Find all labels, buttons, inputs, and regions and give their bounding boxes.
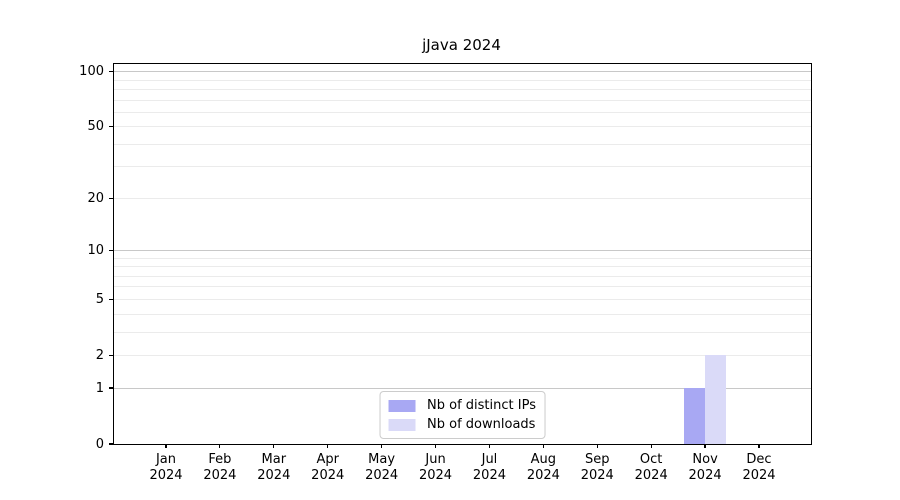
gridline-minor <box>114 111 811 113</box>
gridline-minor <box>114 266 811 268</box>
y-axis-tick-label: 1 <box>95 380 104 396</box>
gridline <box>114 126 811 128</box>
x-axis-tick-label: Feb 2024 <box>203 452 237 483</box>
x-axis-tick-label: Aug 2024 <box>526 452 560 483</box>
x-axis-tick-label: Jun 2024 <box>418 452 453 483</box>
y-axis-tick-label: 50 <box>87 119 104 135</box>
gridline-minor <box>114 88 811 90</box>
gridline-minor <box>114 143 811 145</box>
y-axis-tick-mark <box>109 387 113 389</box>
gridline <box>114 354 811 356</box>
x-axis-tick-label: Oct 2024 <box>634 452 668 483</box>
gridline-minor <box>114 275 811 277</box>
x-axis-tick-mark <box>542 444 544 448</box>
x-axis-tick-mark <box>758 444 760 448</box>
gridline-minor <box>114 313 811 315</box>
y-axis-tick-mark <box>109 354 113 356</box>
gridline-minor <box>114 286 811 288</box>
gridline-minor <box>114 79 811 81</box>
y-axis-tick-mark <box>109 249 113 252</box>
legend-item-downloads: Nb of downloads <box>388 417 536 432</box>
gridline <box>114 71 811 73</box>
gridline <box>114 250 811 252</box>
legend-item-distinct-ips: Nb of distinct IPs <box>388 398 536 413</box>
plot-area: 0 1 2 5 10 20 50 100 Jan 2024 Feb 2024 Mar 2024 Apr… <box>79 63 812 483</box>
bar-downloads <box>705 355 727 444</box>
gridline <box>114 197 811 199</box>
y-axis-tick-mark <box>109 298 113 300</box>
bar-distinct-ips <box>684 388 706 444</box>
gridline <box>114 387 811 389</box>
x-axis-tick-label: Sep 2024 <box>580 452 614 483</box>
x-axis-tick-mark <box>488 444 491 448</box>
x-axis-tick-label: Mar 2024 <box>257 452 291 483</box>
legend-label-distinct-ips: Nb of distinct IPs <box>427 398 536 413</box>
legend-swatch-distinct-ips <box>388 399 416 412</box>
x-axis-tick-label: Jan 2024 <box>149 452 183 483</box>
x-axis-tick-mark <box>273 444 275 448</box>
legend-swatch-downloads <box>388 418 416 431</box>
gridline <box>114 298 811 300</box>
legend-label-downloads: Nb of downloads <box>427 417 536 432</box>
x-axis-tick-label: Dec 2024 <box>742 452 776 483</box>
x-axis-tick-mark <box>704 444 706 448</box>
x-axis-tick-mark <box>596 444 598 448</box>
y-axis-tick-mark <box>109 443 113 445</box>
x-axis-tick-label: Nov 2024 <box>688 452 722 483</box>
x-axis-tick-mark <box>327 444 329 448</box>
x-axis-tick-label: Jul 2024 <box>472 452 506 483</box>
gridline-minor <box>114 99 811 101</box>
x-axis-tick-mark <box>219 444 221 448</box>
y-axis-tick-label: 10 <box>87 243 104 259</box>
y-axis-tick-mark <box>109 126 113 128</box>
x-axis-tick-mark <box>650 444 652 448</box>
x-axis-tick-mark <box>165 444 167 448</box>
x-axis-tick-mark <box>381 444 383 448</box>
legend: Nb of distinct IPs Nb of downloads <box>379 391 546 439</box>
x-axis-tick-label: Apr 2024 <box>311 452 345 483</box>
y-axis-tick-label: 20 <box>87 190 104 206</box>
y-axis-tick-label: 100 <box>79 64 104 80</box>
gridline-minor <box>114 257 811 259</box>
y-axis-tick-label: 2 <box>95 347 104 363</box>
chart-title: jJava 2024 <box>422 36 501 54</box>
gridline-minor <box>114 331 811 333</box>
gridline-minor <box>114 166 811 168</box>
y-axis-tick-mark <box>109 197 113 199</box>
y-axis-tick-label: 0 <box>95 436 104 452</box>
x-axis-tick-mark <box>434 444 437 448</box>
y-axis-tick-label: 5 <box>95 291 104 307</box>
x-axis-tick-label: May 2024 <box>365 452 399 483</box>
y-axis-tick-mark <box>109 71 113 73</box>
